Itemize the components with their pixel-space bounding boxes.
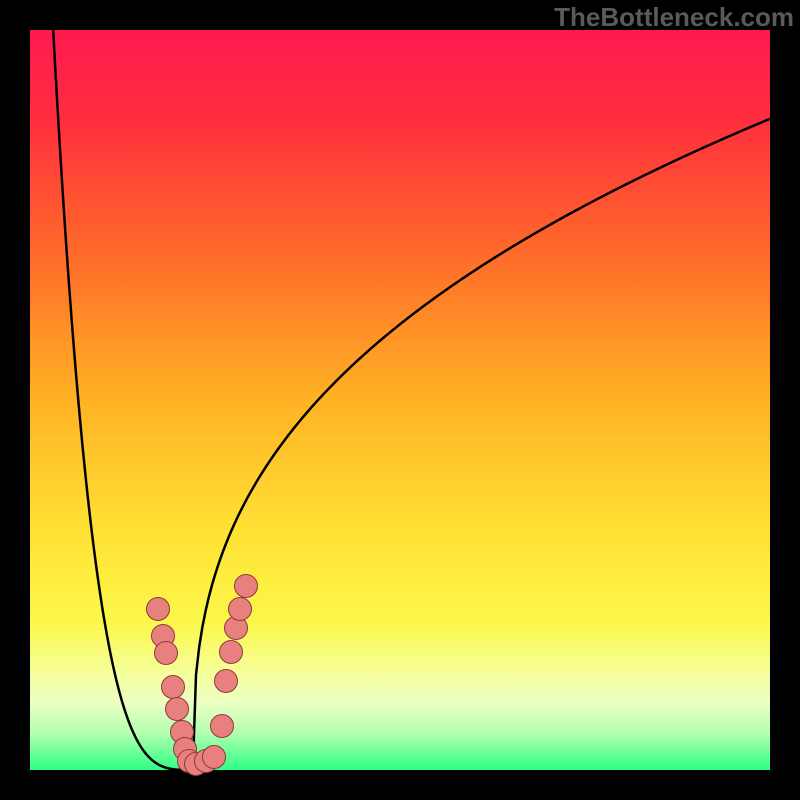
data-marker: [146, 597, 170, 621]
data-marker: [210, 714, 234, 738]
data-marker: [219, 640, 243, 664]
data-marker: [228, 597, 252, 621]
data-marker: [234, 574, 258, 598]
curve-layer: [30, 30, 770, 770]
watermark-text: TheBottleneck.com: [554, 2, 794, 33]
plot-area: [30, 30, 770, 770]
data-marker: [214, 669, 238, 693]
data-marker: [154, 641, 178, 665]
data-marker: [202, 745, 226, 769]
data-marker: [161, 675, 185, 699]
data-marker: [165, 697, 189, 721]
